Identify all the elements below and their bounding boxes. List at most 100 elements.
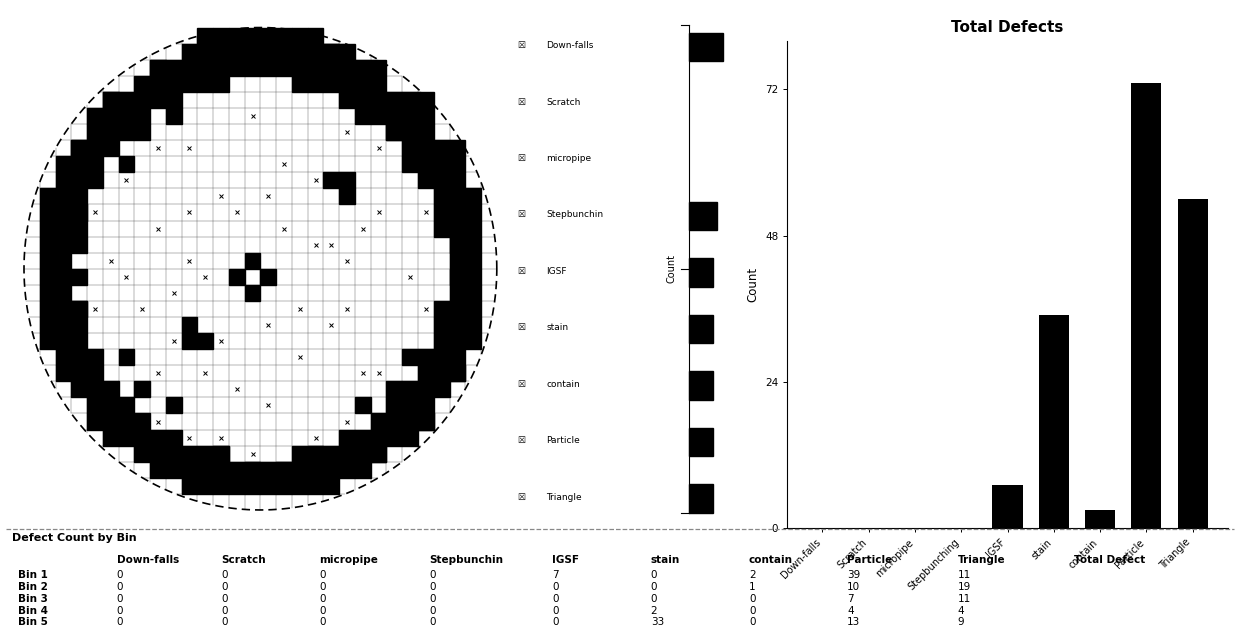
Bar <box>181 317 197 333</box>
Bar <box>56 204 71 221</box>
Bar <box>244 44 260 60</box>
Bar <box>324 446 340 462</box>
Bar <box>119 108 134 124</box>
Bar <box>450 204 465 221</box>
Text: Triangle: Triangle <box>546 492 582 501</box>
Bar <box>308 446 324 462</box>
Text: 0: 0 <box>117 606 123 616</box>
Bar <box>40 204 56 221</box>
Bar <box>71 188 87 204</box>
Bar <box>181 44 197 60</box>
Bar <box>418 92 434 108</box>
Bar <box>134 429 150 446</box>
Bar <box>1131 83 1162 528</box>
Bar <box>450 173 465 188</box>
Bar <box>260 462 277 478</box>
Bar <box>56 349 71 365</box>
Bar <box>134 76 150 92</box>
Text: 4: 4 <box>957 606 965 616</box>
Bar <box>181 333 197 349</box>
Bar <box>40 317 56 333</box>
Text: 1: 1 <box>749 582 755 592</box>
Bar <box>1085 510 1115 528</box>
Text: 19: 19 <box>957 582 971 592</box>
Bar <box>150 429 166 446</box>
Bar <box>688 202 717 231</box>
Bar <box>418 173 434 188</box>
Bar <box>291 28 308 44</box>
Bar <box>213 462 229 478</box>
Bar <box>40 188 56 204</box>
Bar <box>340 44 355 60</box>
Bar <box>134 108 150 124</box>
Text: 0: 0 <box>319 570 326 580</box>
Bar <box>181 76 197 92</box>
Text: Particle: Particle <box>546 436 580 445</box>
Bar <box>134 446 150 462</box>
Title: Total Defects: Total Defects <box>951 20 1064 35</box>
Bar <box>56 253 71 269</box>
Bar <box>229 462 244 478</box>
Bar <box>56 221 71 237</box>
Bar <box>355 462 371 478</box>
Bar <box>213 60 229 76</box>
Text: ☒: ☒ <box>517 211 526 219</box>
Bar <box>465 285 481 301</box>
Bar <box>308 462 324 478</box>
Bar <box>56 237 71 252</box>
Bar <box>71 204 87 221</box>
Bar <box>71 173 87 188</box>
Text: 0: 0 <box>553 582 559 592</box>
Bar <box>229 478 244 494</box>
Text: Bin 3: Bin 3 <box>19 594 48 604</box>
Bar <box>434 365 450 381</box>
Text: 33: 33 <box>651 618 663 625</box>
Bar <box>181 478 197 494</box>
Text: 0: 0 <box>430 582 436 592</box>
Bar <box>244 462 260 478</box>
Bar <box>56 317 71 333</box>
Bar <box>371 446 387 462</box>
Bar <box>465 269 481 285</box>
Bar <box>56 365 71 381</box>
Bar <box>87 381 103 398</box>
Bar <box>87 108 103 124</box>
Bar <box>213 446 229 462</box>
Bar <box>40 253 56 269</box>
Bar <box>308 44 324 60</box>
Bar <box>291 44 308 60</box>
Bar <box>197 333 213 349</box>
Bar <box>87 414 103 429</box>
Text: 0: 0 <box>553 618 559 625</box>
Text: ☒: ☒ <box>517 379 526 389</box>
Bar <box>340 462 355 478</box>
Text: Bin 2: Bin 2 <box>19 582 48 592</box>
Bar <box>402 156 418 172</box>
Text: micropipe: micropipe <box>546 154 591 163</box>
Text: Bin 1: Bin 1 <box>19 570 48 580</box>
Bar <box>277 44 291 60</box>
Bar <box>340 76 355 92</box>
Text: 0: 0 <box>221 606 227 616</box>
Bar <box>229 28 244 44</box>
Text: 0: 0 <box>319 594 326 604</box>
Text: IGSF: IGSF <box>546 267 567 276</box>
Bar <box>103 429 119 446</box>
Bar <box>418 365 434 381</box>
Text: 0: 0 <box>221 582 227 592</box>
Bar <box>291 60 308 76</box>
Bar <box>387 414 402 429</box>
Bar <box>371 108 387 124</box>
Bar <box>244 28 260 44</box>
Bar <box>119 124 134 140</box>
Text: ☒: ☒ <box>517 323 526 332</box>
Bar <box>418 414 434 429</box>
Bar <box>308 446 324 462</box>
Bar <box>119 414 134 429</box>
Bar <box>434 140 450 156</box>
Text: 0: 0 <box>319 582 326 592</box>
Bar <box>340 92 355 108</box>
Bar <box>87 124 103 140</box>
Bar <box>465 237 481 252</box>
Text: 0: 0 <box>430 606 436 616</box>
